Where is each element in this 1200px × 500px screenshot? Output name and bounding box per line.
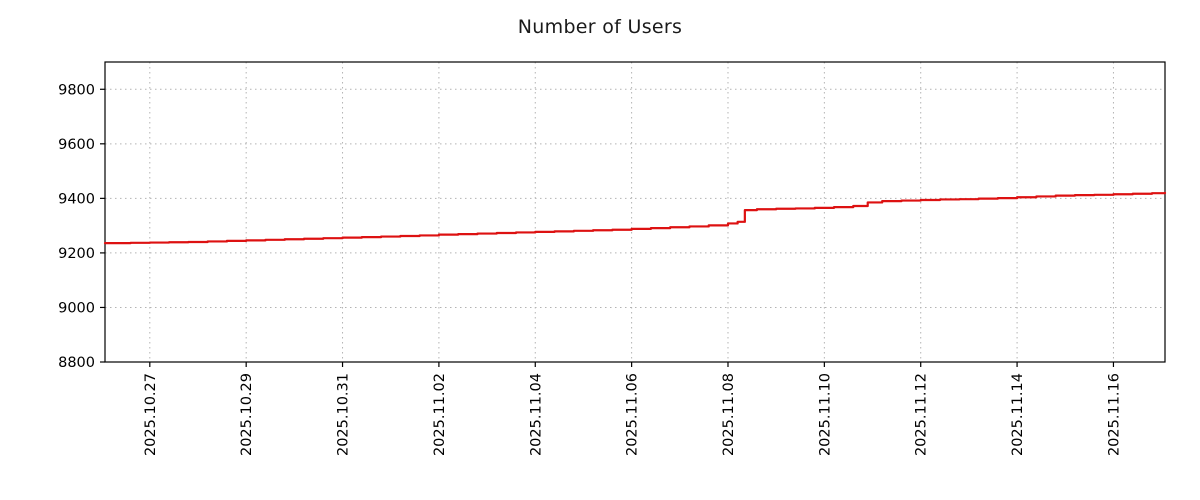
x-tick-label: 2025.11.04 (528, 373, 544, 456)
x-tick-label: 2025.10.29 (239, 373, 255, 456)
x-tick-label: 2025.10.31 (336, 373, 352, 456)
x-tick-label: 2025.11.10 (817, 373, 833, 456)
y-tick-label: 9600 (58, 137, 95, 153)
x-tick-label: 2025.10.27 (143, 373, 159, 456)
y-tick-label: 9400 (58, 191, 95, 207)
x-tick-label: 2025.11.02 (432, 373, 448, 456)
x-tick-label: 2025.11.08 (721, 373, 737, 456)
y-tick-label: 9200 (58, 246, 95, 262)
x-tick-label: 2025.11.16 (1106, 373, 1122, 456)
data-line-number-of-users (103, 191, 1167, 245)
y-tick-label: 9000 (58, 300, 95, 316)
x-tick-label: 2025.11.14 (1010, 373, 1026, 456)
plot-border (104, 61, 1166, 363)
x-tick-label: 2025.11.06 (625, 373, 641, 456)
x-tick-label: 2025.11.12 (914, 373, 930, 456)
chart-title: Number of Users (517, 16, 683, 38)
y-tick-label: 8800 (58, 355, 95, 371)
y-tick-label: 9800 (58, 82, 95, 98)
